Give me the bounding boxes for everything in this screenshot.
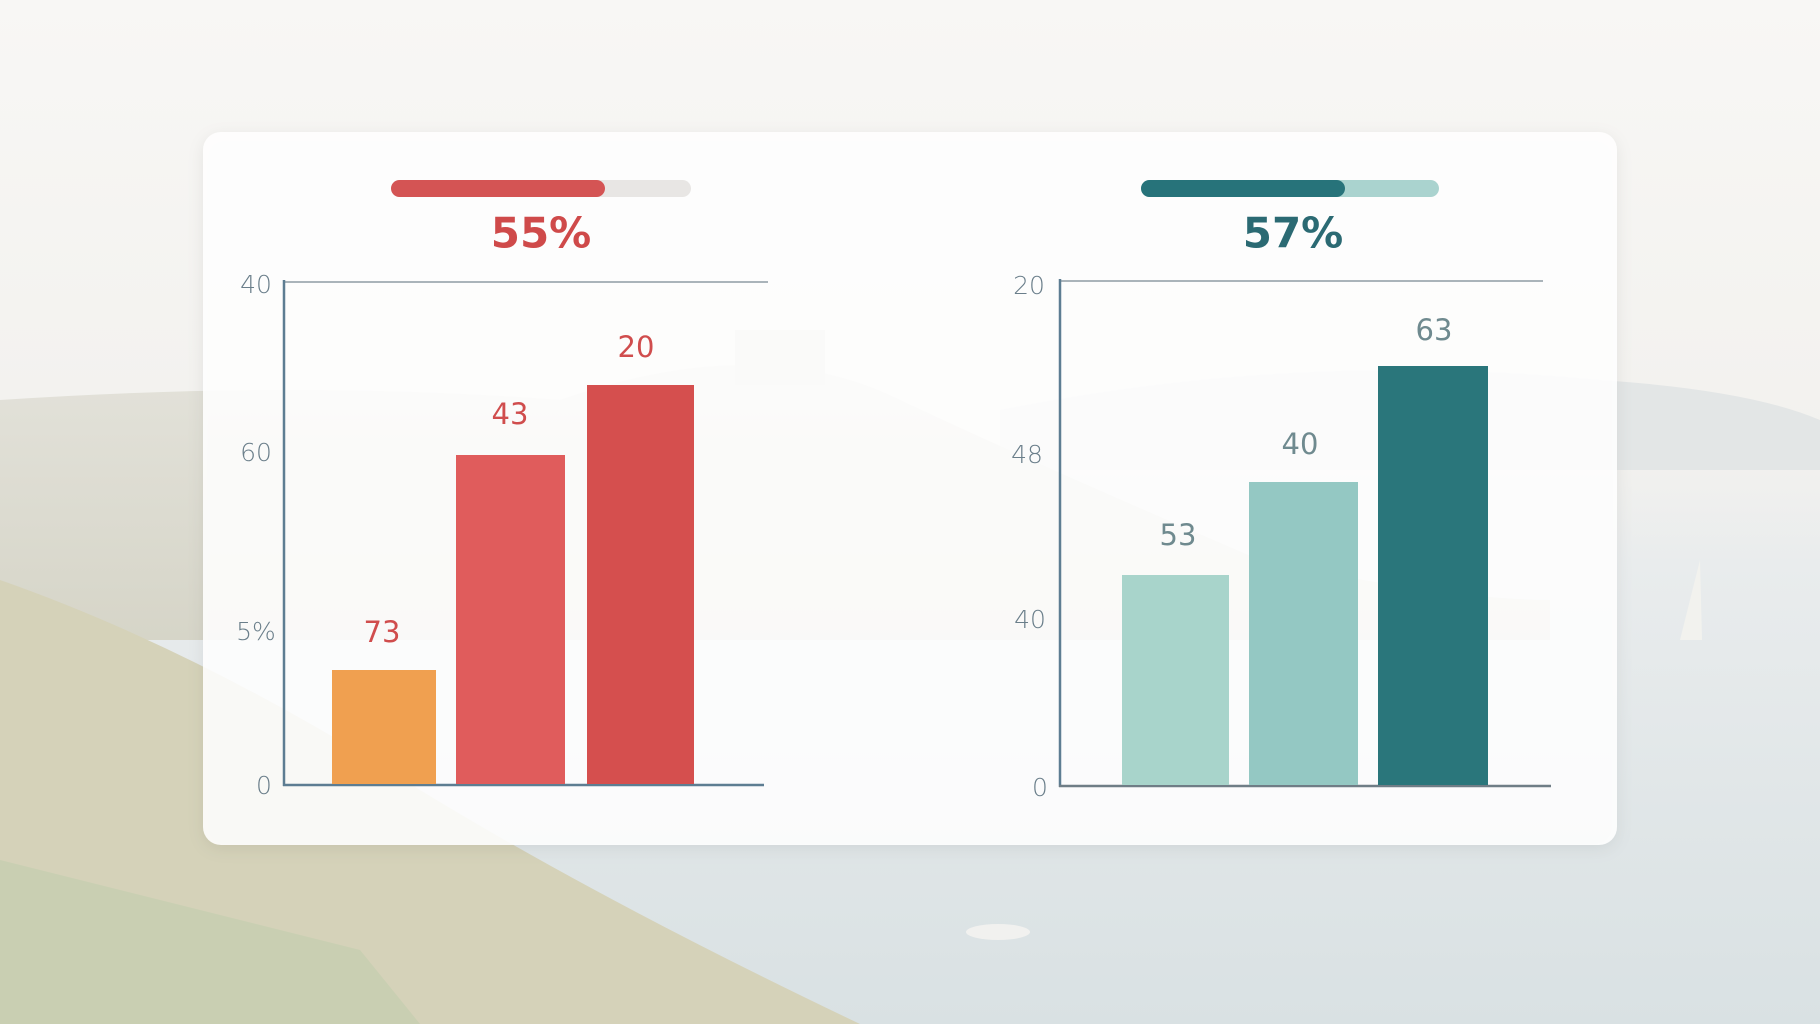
trees: [0, 860, 420, 1024]
bar-label: 73: [364, 615, 401, 649]
progress-label: 55%: [491, 209, 592, 258]
bar-label: 20: [618, 330, 655, 364]
bar-label: 43: [492, 397, 529, 431]
bar-label: 40: [1282, 427, 1319, 461]
y-tick-label: 0: [256, 771, 272, 800]
bar: [332, 670, 436, 784]
bar: [1122, 575, 1229, 785]
y-tick-label: 20: [1013, 271, 1045, 300]
bar-label: 53: [1160, 518, 1197, 552]
progress-label: 57%: [1243, 209, 1344, 258]
y-tick-label: 0: [1032, 773, 1048, 802]
progress-fill: [391, 180, 605, 197]
y-tick-label: 40: [1014, 605, 1046, 634]
y-tick-label: 60: [240, 438, 272, 467]
bar: [587, 385, 694, 784]
y-tick-label: 5%: [236, 617, 276, 646]
sailboat: [1680, 560, 1702, 640]
bar-label: 63: [1416, 313, 1453, 347]
boat: [966, 924, 1030, 940]
bar: [1249, 482, 1358, 785]
progress-fill: [1141, 180, 1345, 197]
y-tick-label: 40: [240, 270, 272, 299]
bar: [456, 455, 565, 784]
y-tick-label: 48: [1011, 440, 1043, 469]
bar: [1378, 366, 1488, 785]
